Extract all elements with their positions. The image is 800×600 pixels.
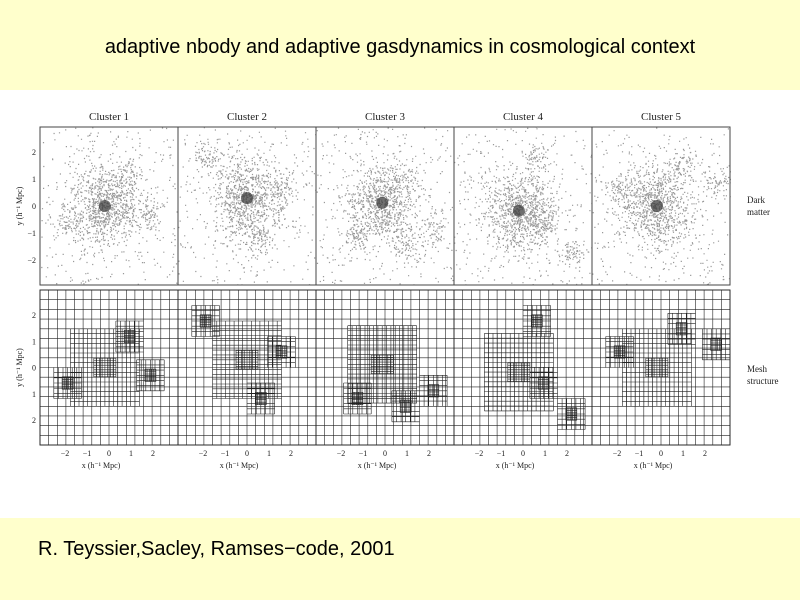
x-tick-label: −2: [61, 449, 70, 458]
y-axis-label: y (h⁻¹ Mpc): [15, 186, 24, 225]
y-tick-label: 2: [32, 148, 36, 157]
y-tick-label: −1: [27, 229, 36, 238]
x-tick-label: 2: [703, 449, 707, 458]
x-tick-label: 2: [565, 449, 569, 458]
x-tick-label: −1: [635, 449, 644, 458]
x-axis-label: x (h⁻¹ Mpc): [82, 461, 121, 470]
panel-title: Cluster 3: [365, 111, 406, 123]
figure: Cluster 1 −2 −1 0 1 2 x (h⁻¹ Mpc) Cluster 2 −2 −1…: [0, 90, 800, 518]
cluster-core: [98, 200, 111, 212]
mesh-grid: [315, 289, 455, 446]
x-tick-label: 0: [659, 449, 663, 458]
dark-matter-frame: [177, 126, 317, 286]
particle-field: [592, 127, 731, 286]
x-tick-label: −2: [199, 449, 208, 458]
row-label: Dark: [747, 195, 765, 205]
x-tick-label: 1: [543, 449, 547, 458]
x-tick-label: 1: [267, 449, 271, 458]
y-tick-label: −2: [27, 256, 36, 265]
particle-field: [41, 127, 179, 285]
panel-title: Cluster 1: [89, 111, 129, 123]
cluster-core: [241, 192, 253, 205]
x-tick-label: −2: [613, 449, 622, 458]
x-axis-label: x (h⁻¹ Mpc): [496, 461, 535, 470]
x-tick-label: 2: [289, 449, 293, 458]
x-tick-label: 1: [129, 449, 133, 458]
cluster-core: [512, 204, 525, 217]
x-tick-label: 0: [383, 449, 387, 458]
x-tick-label: 0: [245, 449, 249, 458]
row-label: structure: [747, 376, 779, 386]
cluster-core: [376, 196, 389, 209]
x-axis-label: x (h⁻¹ Mpc): [358, 461, 397, 470]
particle-field: [178, 127, 317, 286]
mesh-grid: [39, 289, 179, 446]
mesh-grid: [591, 289, 731, 446]
slide-title: adaptive nbody and adaptive gasdynamics …: [104, 36, 696, 58]
x-tick-label: −1: [221, 449, 230, 458]
cluster-core: [650, 200, 663, 212]
x-tick-label: 2: [151, 449, 155, 458]
row-label: matter: [747, 207, 770, 217]
x-tick-label: −2: [337, 449, 346, 458]
panel-title: Cluster 5: [641, 111, 682, 123]
x-tick-label: −2: [475, 449, 484, 458]
mesh-grid: [453, 289, 593, 446]
x-tick-label: −1: [497, 449, 506, 458]
x-tick-label: 2: [427, 449, 431, 458]
y-axis-label: y (h⁻¹ Mpc): [15, 348, 24, 387]
x-tick-label: 1: [681, 449, 685, 458]
citation: R. Teyssier,Sacley, Ramses−code, 2001: [38, 538, 395, 560]
x-tick-label: −1: [359, 449, 368, 458]
mesh-grid: [177, 289, 317, 446]
y-tick-label: 1: [32, 390, 36, 399]
x-tick-label: 0: [521, 449, 525, 458]
y-tick-label: 1: [32, 337, 36, 346]
x-tick-label: −1: [83, 449, 92, 458]
x-tick-label: 0: [107, 449, 111, 458]
row-label: Mesh: [747, 364, 767, 374]
x-axis-label: x (h⁻¹ Mpc): [634, 461, 673, 470]
y-tick-label: 2: [32, 416, 36, 425]
x-axis-label: x (h⁻¹ Mpc): [220, 461, 259, 470]
panel-title: Cluster 4: [503, 111, 544, 123]
y-tick-label: 0: [32, 364, 36, 373]
y-tick-label: 0: [32, 202, 36, 211]
x-tick-label: 1: [405, 449, 409, 458]
y-tick-label: 1: [32, 175, 36, 184]
panel-title: Cluster 2: [227, 111, 267, 123]
y-tick-label: 2: [32, 311, 36, 320]
